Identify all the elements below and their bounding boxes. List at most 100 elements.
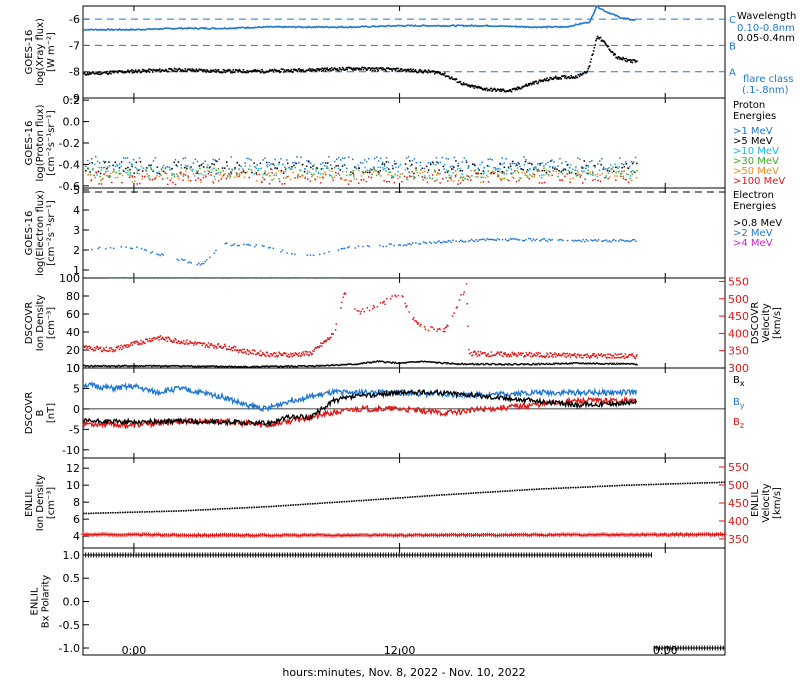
series-xray-short-point <box>414 69 417 71</box>
series-dscovr-density-point <box>92 365 95 367</box>
series-electron-2mev-point <box>388 243 391 245</box>
series-xray-short-point <box>517 88 520 90</box>
series-dscovr-density-point <box>351 363 353 366</box>
series-proton-3-point <box>176 173 178 175</box>
series-dscovr-density-point <box>262 365 265 367</box>
series-proton-0-point <box>322 162 324 164</box>
series-proton-5-point <box>286 175 289 178</box>
series-dscovr-velocity-point <box>226 348 228 351</box>
series-proton-0-point <box>461 161 464 163</box>
series-proton-0-point <box>565 160 567 163</box>
series-proton-0-point <box>607 168 609 170</box>
series-xray-short-point <box>341 68 343 71</box>
series-enlil-velocity-point <box>589 486 592 488</box>
series-enlil-velocity-point <box>173 510 175 512</box>
series-xray-short-point <box>533 82 535 85</box>
series-electron-08mev-point <box>233 276 235 279</box>
series-xray-short-point <box>404 68 407 71</box>
series-dscovr-velocity-point <box>537 353 539 355</box>
series-xray-short-point <box>564 77 566 79</box>
series-proton-1-point <box>335 165 337 167</box>
series-dscovr-velocity-point <box>616 356 619 359</box>
enlil-density-point <box>563 533 568 538</box>
series-dscovr-velocity-point <box>550 352 552 355</box>
series-xray-short-point <box>365 67 367 70</box>
series-dscovr-velocity-point <box>214 345 217 348</box>
series-proton-0-point <box>435 157 438 159</box>
series-dscovr-velocity-point <box>251 352 253 355</box>
series-electron-2mev-point <box>281 249 284 251</box>
series-electron-2mev-point <box>159 254 161 257</box>
series-dscovr-density-point <box>220 365 222 367</box>
series-proton-0-point <box>373 157 376 160</box>
series-proton-5-point <box>587 173 589 175</box>
series-enlil-velocity-point <box>255 506 258 509</box>
series-dscovr-velocity-point <box>323 340 325 343</box>
series-proton-0-point <box>622 163 625 166</box>
series-proton-5-point <box>533 174 536 176</box>
enlil-density-point <box>722 532 727 537</box>
series-proton-3-point <box>350 174 352 176</box>
series-xray-short-point <box>303 70 306 73</box>
series-dscovr-density-point <box>574 362 576 364</box>
series-enlil-velocity-point <box>358 499 360 502</box>
series-dscovr-velocity-point <box>631 353 634 355</box>
series-enlil-velocity-point <box>404 496 406 499</box>
series-proton-1-point <box>585 164 588 167</box>
series-dscovr-density-point <box>384 361 386 364</box>
series-dscovr-density-point <box>171 365 173 367</box>
series-dscovr-velocity-point <box>592 353 594 355</box>
enlil-density-point <box>634 532 639 537</box>
series-electron-2mev-point <box>545 239 547 242</box>
series-proton-3-point <box>408 171 410 173</box>
series-enlil-velocity-point <box>716 481 718 484</box>
series-dscovr-velocity-point <box>496 352 498 355</box>
series-dscovr-density-point <box>158 364 160 367</box>
series-dscovr-density-point <box>261 365 264 367</box>
series-proton-4-point <box>545 169 548 172</box>
series-electron-08mev-point <box>218 277 221 279</box>
series-dscovr-density-point <box>601 363 604 365</box>
series-electron-2mev-point <box>215 249 217 252</box>
series-proton-1-point <box>581 167 583 169</box>
series-by <box>82 381 638 413</box>
series-dscovr-density-point <box>392 361 394 363</box>
series-electron-2mev-point <box>483 238 485 241</box>
series-proton-3-point <box>148 177 150 179</box>
series-xray-short-point <box>384 68 386 71</box>
series-dscovr-velocity-point <box>127 344 129 346</box>
series-dscovr-density-point <box>412 361 414 363</box>
series-proton-0-point <box>300 156 302 159</box>
series-dscovr-density-point <box>520 363 522 365</box>
series-dscovr-velocity-point <box>189 340 191 342</box>
series-enlil-velocity-point <box>674 483 677 485</box>
series-proton-4-point <box>214 178 216 181</box>
series-xray-short-point <box>121 70 124 72</box>
series-dscovr-velocity-point <box>134 342 136 344</box>
series-enlil-velocity-point <box>360 499 363 502</box>
series-proton-0-point <box>230 156 232 158</box>
enlil-density-point <box>477 533 482 538</box>
series-enlil-velocity-point <box>694 482 696 484</box>
series-proton-1-point <box>411 163 413 166</box>
series-proton-0-point <box>330 164 332 166</box>
series-dscovr-density-point <box>624 363 627 365</box>
series-enlil-velocity-point <box>146 511 148 513</box>
series-dscovr-velocity-point <box>437 328 439 330</box>
ylabel-line: Ion Density <box>35 295 46 352</box>
series-dscovr-density-point <box>245 365 247 368</box>
series-proton-2-point <box>158 171 160 173</box>
series-electron-08mev-point <box>334 277 336 279</box>
series-dscovr-velocity-point <box>589 357 591 359</box>
series-xray-short-point <box>167 70 170 73</box>
series-xray-short-point <box>109 70 111 73</box>
series-xray-short-point <box>118 70 121 72</box>
series-dscovr-velocity-point <box>487 353 489 355</box>
series-electron-08mev-point <box>180 277 182 279</box>
series-proton-1-point <box>291 166 293 168</box>
series-proton-0-point <box>605 168 607 170</box>
series-proton-5-point <box>98 183 100 185</box>
series-proton-0-point <box>212 158 214 161</box>
series-dscovr-velocity-point <box>412 318 414 320</box>
series-dscovr-velocity-point <box>238 351 240 353</box>
